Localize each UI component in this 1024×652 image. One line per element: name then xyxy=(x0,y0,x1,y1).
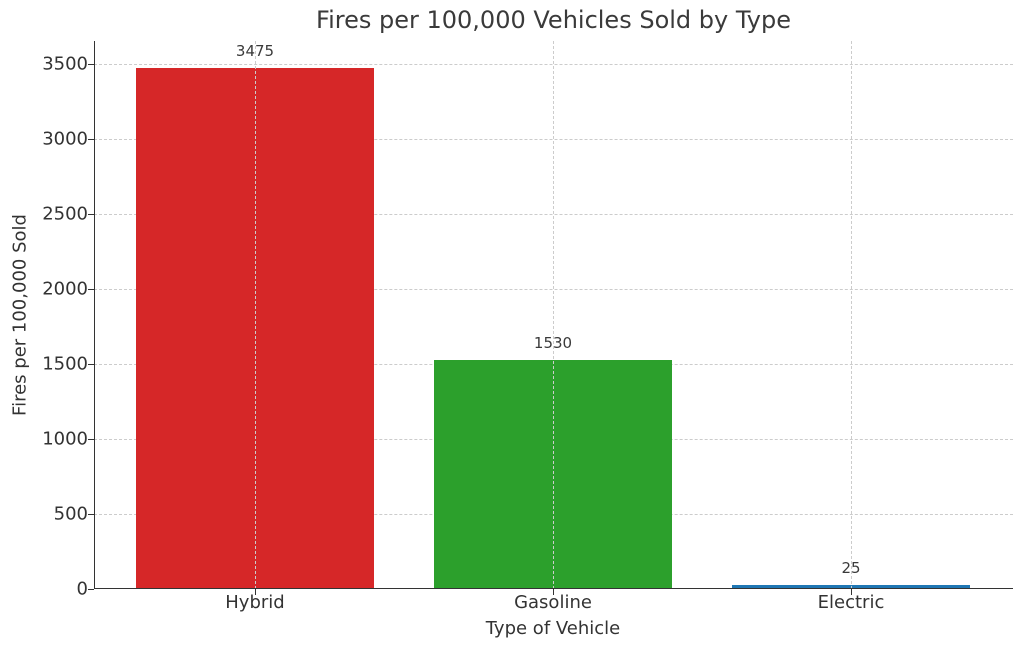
y-axis-line xyxy=(94,41,95,589)
chart-title: Fires per 100,000 Vehicles Sold by Type xyxy=(316,6,791,34)
ytick-2000 xyxy=(88,289,94,290)
ytick-label-500: 500 xyxy=(53,503,88,525)
plot-area: 3475 1530 25 xyxy=(94,41,1013,589)
gridline-x-hybrid xyxy=(255,41,256,589)
ytick-3500 xyxy=(88,64,94,65)
ytick-0 xyxy=(88,589,94,590)
ytick-label-2500: 2500 xyxy=(42,203,88,225)
x-axis-line xyxy=(94,588,1013,589)
data-label-hybrid: 3475 xyxy=(235,42,275,60)
ytick-1000 xyxy=(88,439,94,440)
ytick-1500 xyxy=(88,364,94,365)
y-axis-label: Fires per 100,000 Sold xyxy=(9,214,31,416)
xtick-hybrid xyxy=(255,589,256,595)
ytick-label-0: 0 xyxy=(76,578,88,600)
ytick-label-3000: 3000 xyxy=(42,128,88,150)
xtick-label-electric: Electric xyxy=(817,592,885,613)
ytick-2500 xyxy=(88,214,94,215)
data-label-electric: 25 xyxy=(841,559,861,577)
ytick-label-1000: 1000 xyxy=(42,428,88,450)
ytick-label-2000: 2000 xyxy=(42,278,88,300)
xtick-gasoline xyxy=(553,589,554,595)
gridline-x-electric xyxy=(851,41,852,589)
x-axis-label: Type of Vehicle xyxy=(485,618,621,639)
xtick-label-gasoline: Gasoline xyxy=(514,592,592,613)
gridline-x-gasoline xyxy=(553,41,554,589)
ytick-label-3500: 3500 xyxy=(42,53,88,75)
ytick-3000 xyxy=(88,139,94,140)
data-label-gasoline: 1530 xyxy=(533,334,573,352)
xtick-label-hybrid: Hybrid xyxy=(225,592,285,613)
ytick-500 xyxy=(88,514,94,515)
xtick-electric xyxy=(851,589,852,595)
ytick-label-1500: 1500 xyxy=(42,353,88,375)
